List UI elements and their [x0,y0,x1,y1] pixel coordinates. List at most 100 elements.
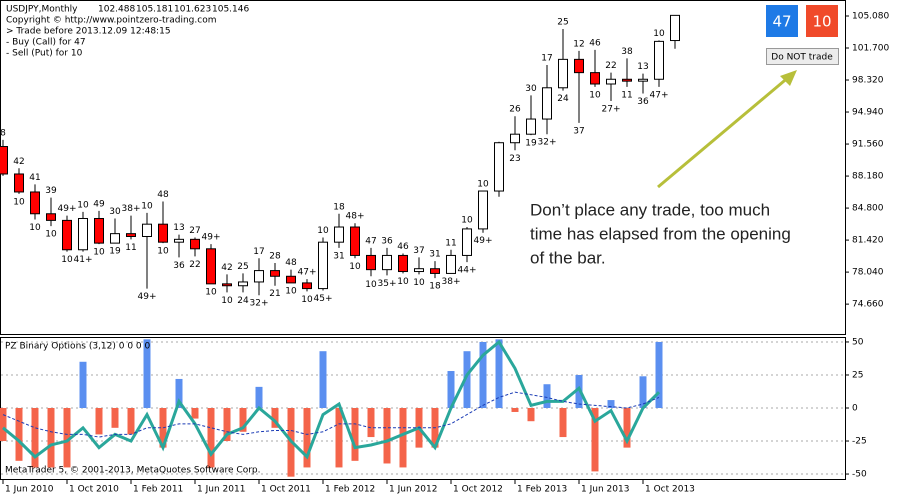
signal-label-below: 10 [61,255,73,265]
call-label[interactable]: 47 [772,13,791,31]
ohlc-open: 102.488 [98,5,135,15]
histogram-bar [15,408,23,461]
signal-label-above: 13 [637,62,648,72]
candle-body [526,118,536,135]
histogram-bar [527,408,535,422]
x-tick-label: 1 Feb 2011 [133,485,183,495]
signal-label-above: 49+ [58,204,77,214]
signal-label-below: 10 [301,295,313,305]
annotation-line: Don’t place any trade, too much [530,200,770,219]
candle-body [302,282,312,290]
candle-body [494,142,504,192]
signal-label-below: 10 [29,223,41,233]
signal-label-above: 26 [509,105,521,115]
histogram-bar [479,341,487,408]
x-tick-label: 1 Jun 2010 [5,485,54,495]
arrow-line [657,74,791,189]
candle-body [174,238,184,243]
signal-label-below: 18 [429,282,441,292]
histogram-bar [191,408,199,419]
histogram-bar [47,408,55,468]
y-tick-label: 50 [852,337,864,347]
signal-label-below: 10 [397,277,409,287]
signal-label-below: 31 [333,251,344,261]
signal-label-below: 44+ [458,266,477,276]
signal-label-below: 10 [221,296,233,306]
candle-body [238,281,248,287]
signal-label-above: 12 [573,39,584,49]
histogram-bar [591,408,599,472]
signal-label-below: 38+ [442,277,461,287]
signal-label-above: 10 [477,180,489,190]
y-tick-label: 98.320 [852,76,884,86]
signal-label-below: 11 [621,90,632,100]
histogram-bar [111,408,119,428]
candle-body [574,58,584,74]
x-tick-label: 1 Oct 2011 [261,485,311,495]
advice-button[interactable] [766,48,839,65]
signal-label-below: 10 [285,286,297,296]
signal-label-below: 19 [109,247,121,257]
advice-label[interactable]: Do NOT trade [771,53,833,63]
candle-body [478,190,488,230]
signal-label-above: 46 [397,242,409,252]
signal-label-above: 46 [589,38,601,48]
signal-label-above: 36 [381,236,393,246]
signal-label-above: 17 [541,54,552,64]
signal-label-above: 10 [317,226,329,236]
histogram-bar [127,408,135,435]
candle-body [190,238,200,250]
histogram-bar [639,376,647,408]
candle-body [222,283,232,287]
histogram-bar [255,386,263,408]
ohlc-high: 105.181 [136,5,173,15]
candle-body [670,14,680,42]
signal-label-above: 31 [429,250,440,260]
y-tick-label: -50 [852,470,867,480]
signal-label-above: 13 [173,223,184,233]
histogram-bar [463,351,471,408]
candle-body [462,228,472,256]
signal-label-below: 10 [205,287,217,297]
x-tick-label: 1 Feb 2012 [325,485,375,495]
candle-body [14,173,24,193]
candle-body [78,217,88,251]
signal-label-below: 49+ [474,236,493,246]
candle-body [62,219,72,251]
x-tick-label: 1 Jun 2011 [197,485,245,495]
histogram-bar [303,408,311,468]
candle-body [206,248,216,285]
indicator-line [2,339,661,460]
call-button[interactable] [766,5,798,37]
candle-body [542,87,552,120]
candle-body [318,241,328,290]
histogram-bar [271,408,279,428]
y-tick-label: 105.080 [852,11,889,21]
histogram-bar [31,408,39,468]
info-line: > Trade before 2013.12.09 12:48:15 [6,27,171,37]
put-label[interactable]: 10 [812,13,831,31]
histogram-bar [447,371,455,408]
histogram-bar [0,408,7,442]
histogram-bar [559,408,567,438]
signal-label-below: 49+ [138,292,157,302]
histogram-bar [319,351,327,408]
y-tick-label: 81.420 [852,236,884,246]
signal-label-above: 30 [109,207,121,217]
signal-label-above: 48 [285,258,297,268]
arrow-head [780,70,797,86]
signal-label-below: 10 [13,197,25,207]
x-tick-label: 1 Feb 2013 [517,485,567,495]
signal-label-above: 37 [413,246,424,256]
signal-label-above: 8 [0,128,6,138]
histogram-bar [95,408,103,435]
histogram-bar [335,408,343,468]
histogram-bar [175,378,183,408]
candle-body [398,254,408,273]
x-tick-label: 1 Jun 2012 [389,485,437,495]
annotation-line: of the bar. [530,248,606,267]
signal-label-below: 35+ [378,279,397,289]
candle-body [510,133,520,144]
indicator-title: PZ Binary Options (3,12) 0 0 0 0 [5,342,151,352]
put-button[interactable] [806,5,838,37]
